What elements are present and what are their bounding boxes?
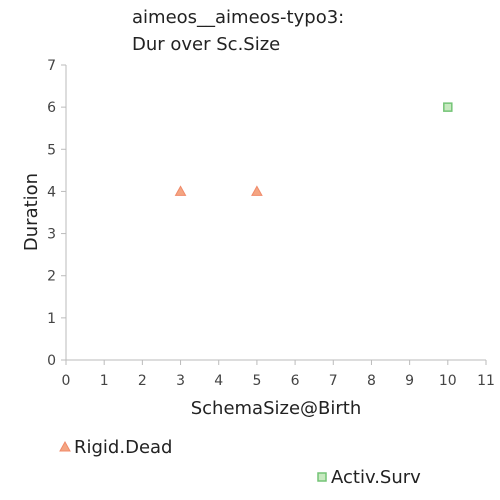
y-tick-label: 1 (47, 311, 56, 327)
x-tick-label: 0 (62, 373, 71, 389)
legend-label-activ-surv: Activ.Surv (331, 467, 421, 488)
chart-title-line-2: Dur over Sc.Size (132, 34, 280, 55)
x-tick-label: 10 (439, 373, 457, 389)
x-tick-label: 9 (405, 373, 414, 389)
y-axis-ticks: 0 1 2 3 4 5 6 7 (47, 58, 66, 369)
x-tick-label: 2 (138, 373, 147, 389)
legend-marker-rigid-dead (59, 440, 71, 452)
point-rigid-dead (174, 185, 187, 196)
y-tick-label: 6 (47, 100, 56, 116)
point-rigid-dead (251, 185, 263, 196)
x-tick-label: 4 (214, 373, 223, 389)
x-axis-label: SchemaSize@Birth (191, 398, 362, 419)
point-activ-surv (443, 102, 453, 112)
x-tick-label: 3 (176, 373, 185, 389)
y-tick-label: 0 (47, 353, 56, 369)
axes (65, 65, 486, 361)
y-tick-label: 2 (47, 269, 56, 285)
y-axis-label: Duration (21, 173, 42, 251)
x-tick-label: 6 (291, 373, 300, 389)
x-tick-label: 8 (367, 373, 376, 389)
x-tick-label: 5 (252, 373, 261, 389)
legend: Rigid.Dead Activ.Surv (59, 437, 421, 488)
y-tick-label: 7 (47, 58, 56, 74)
x-tick-label: 11 (477, 373, 495, 389)
legend-label-rigid-dead: Rigid.Dead (74, 437, 172, 458)
legend-marker-activ-surv (317, 472, 327, 482)
x-axis-ticks: 0 1 2 3 4 5 6 7 8 9 10 11 (62, 360, 495, 389)
data-points (174, 102, 453, 196)
x-tick-label: 1 (100, 373, 109, 389)
y-tick-label: 3 (47, 227, 56, 243)
x-tick-label: 7 (329, 373, 338, 389)
chart-title-line-1: aimeos__aimeos-typo3: (132, 7, 344, 28)
y-tick-label: 4 (47, 184, 56, 200)
y-tick-label: 5 (47, 142, 56, 158)
